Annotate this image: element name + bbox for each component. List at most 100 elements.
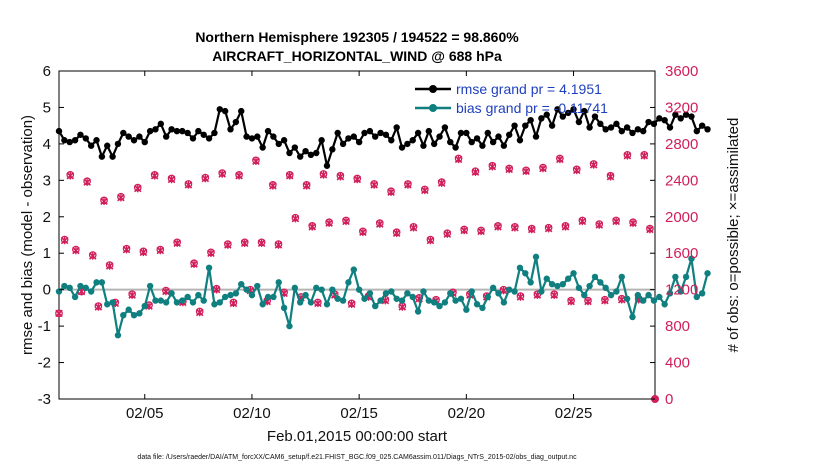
y-axis-left: -3 -2 -1 0 1 2 3 4 5 6 — [38, 63, 655, 408]
rmse-point — [270, 133, 277, 140]
obs-assimilated-point — [584, 297, 592, 306]
rmse-point — [564, 109, 572, 117]
obs-assimilated-point — [314, 299, 322, 308]
bias-point — [704, 270, 711, 277]
obs-assimilated-point — [308, 223, 317, 231]
obs-assimilated-point — [156, 246, 165, 255]
obs-assimilated-point — [72, 246, 80, 255]
rmse-point — [704, 126, 711, 133]
obs-assimilated-point — [139, 248, 148, 257]
obs-assimilated-point — [511, 223, 519, 232]
obs-assimilated-point — [376, 220, 384, 228]
rmse-point — [254, 133, 261, 140]
rmse-point — [243, 133, 250, 140]
rmse-point — [436, 133, 443, 140]
rmse-point — [286, 149, 293, 157]
bias-point — [114, 332, 122, 339]
bias-point — [259, 301, 266, 308]
bias-point — [409, 293, 416, 301]
rmse-point — [698, 122, 706, 129]
bias-point — [570, 270, 577, 277]
obs-assimilated-point — [494, 223, 502, 231]
bias-point — [564, 275, 572, 282]
bias-point — [221, 293, 229, 301]
rmse-point — [216, 106, 223, 113]
bias-point — [500, 299, 508, 306]
bias-point — [157, 297, 165, 304]
obs-assimilated-point — [370, 181, 378, 189]
obs-assimilated-point — [629, 219, 637, 227]
bias-point — [672, 273, 679, 281]
rmse-point — [71, 137, 79, 144]
rmse-point — [586, 124, 593, 131]
y-tick-label: 1 — [43, 245, 51, 262]
bias-point — [136, 310, 143, 317]
bias-point — [398, 297, 406, 304]
bias-point — [591, 273, 599, 281]
rmse-point — [672, 111, 679, 118]
rmse-point — [120, 129, 127, 137]
rmse-point — [82, 135, 89, 142]
rmse-point — [211, 129, 218, 137]
bias-point — [345, 279, 352, 286]
plot-area — [58, 70, 656, 400]
obs-assimilated-point — [409, 223, 418, 232]
rmse-point — [205, 135, 213, 142]
rmse-point — [66, 138, 73, 146]
rmse-point — [602, 126, 609, 133]
obs-assimilated-point — [229, 299, 238, 308]
rmse-point — [345, 135, 352, 142]
obs-assimilated-point — [516, 293, 525, 301]
y-axis-label: rmse and bias (model - observation) — [19, 115, 36, 355]
bias-point — [179, 297, 186, 304]
bias-point — [661, 301, 668, 308]
obs-assimilated-point — [240, 239, 249, 247]
obs-assimilated-point — [387, 188, 395, 196]
rmse-point — [409, 137, 416, 144]
obs-assimilated-point — [561, 223, 570, 231]
obs-assimilated-point — [550, 291, 559, 299]
rmse-point — [136, 133, 143, 140]
bias-point — [506, 286, 513, 293]
x-tick-label: 02/20 — [448, 405, 486, 422]
obs-assimilated-point — [392, 229, 401, 237]
bias-point — [645, 291, 652, 299]
rmse-point — [125, 133, 132, 140]
obs-assimilated-point — [471, 168, 480, 176]
bias-point — [61, 282, 68, 290]
y2-tick-label: 0 — [665, 391, 673, 408]
rmse-point — [334, 129, 341, 137]
rmse-point — [350, 133, 357, 140]
y-tick-label: 2 — [43, 209, 51, 226]
rmse-point — [452, 144, 459, 151]
bias-point — [211, 301, 218, 308]
obs-assimilated-point — [353, 175, 362, 184]
rmse-point — [141, 138, 148, 146]
bias-point — [82, 284, 89, 292]
rmse-point — [162, 133, 170, 140]
rmse-point — [618, 127, 625, 135]
bias-point — [93, 279, 100, 286]
obs-assimilated-point — [201, 174, 210, 183]
legend-bias-marker — [429, 104, 437, 112]
obs-assimilated-point — [150, 171, 159, 180]
bias-point — [71, 293, 79, 301]
rmse-point — [195, 127, 202, 135]
obs-assimilated-point — [134, 184, 142, 193]
y2-tick-label: 1200 — [665, 282, 698, 299]
rmse-point — [489, 138, 497, 146]
bias-point — [548, 281, 556, 288]
rmse-point — [232, 118, 240, 126]
x-axis-label: Feb.01,2015 00:00:00 start — [267, 428, 448, 445]
rmse-point — [264, 127, 272, 135]
bias-point — [618, 273, 625, 281]
bias-point — [575, 284, 583, 292]
bias-point — [586, 282, 593, 290]
x-tick-label: 02/25 — [555, 405, 593, 422]
x-tick-label: 02/10 — [233, 405, 271, 422]
obs-assimilated-point — [443, 230, 452, 238]
rmse-point — [248, 135, 256, 142]
rmse-point — [179, 127, 186, 135]
rmse-point — [393, 124, 400, 131]
obs-assimilated-point — [257, 239, 266, 247]
